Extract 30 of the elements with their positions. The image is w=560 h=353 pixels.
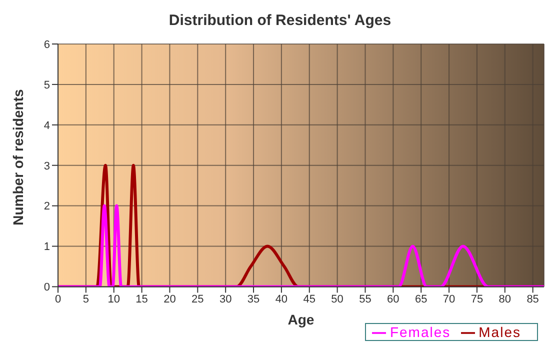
x-tick-label: 80 [498,294,512,306]
x-tick-label: 5 [82,294,89,306]
x-tick-label: 20 [164,294,176,306]
y-tick-label: 0 [44,282,50,294]
x-tick-label: 0 [54,294,62,306]
x-tick-label: 70 [442,294,456,306]
x-tick-label: 25 [192,294,204,306]
x-tick-label: 65 [414,294,428,306]
x-tick-label: 85 [526,294,539,306]
y-tick-label: 2 [44,200,50,213]
x-tick-label: 15 [136,294,148,306]
x-tick-label: 40 [275,294,288,306]
y-tick-label: 4 [44,120,50,132]
x-tick-label: 55 [359,294,372,306]
y-axis-title: Number of residents [10,89,26,226]
y-tick-label: 6 [44,38,50,51]
legend-label: Males [478,324,521,340]
x-tick-label: 10 [108,294,120,306]
legend-label: Females [390,324,451,340]
y-tick-label: 1 [44,241,50,254]
x-tick-label: 30 [219,294,232,306]
x-axis-title: Age [288,312,314,328]
x-tick-label: 60 [387,294,400,306]
x-tick-label: 45 [303,294,316,306]
y-tick-label: 5 [44,79,50,92]
x-tick-label: 35 [247,294,260,306]
chart-title: Distribution of Residents' Ages [168,11,392,31]
y-tick-label: 3 [44,160,50,172]
x-tick-label: 50 [331,294,344,306]
x-tick-label: 75 [470,294,484,306]
